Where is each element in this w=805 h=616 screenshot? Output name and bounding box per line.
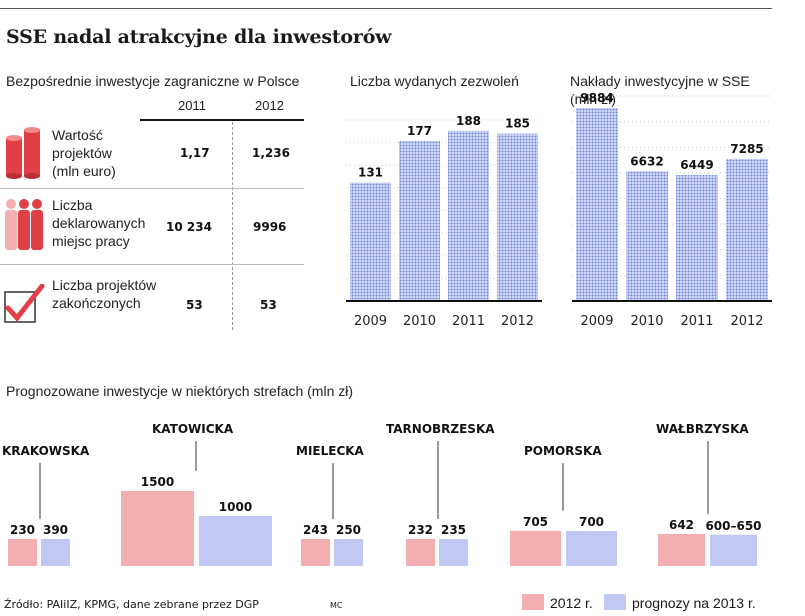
data-label: 131 — [358, 165, 383, 179]
data-label: 185 — [505, 117, 530, 131]
bar-2012-katowicka — [121, 491, 194, 566]
legend-label-2013: prognozy na 2013 r. — [632, 595, 756, 611]
category-label: KRAKOWSKA — [2, 444, 90, 458]
cell-completed-2011: 53 — [186, 298, 203, 312]
bar-2009 — [576, 108, 618, 301]
bar-2012-pomorska — [510, 530, 561, 566]
tick-label: 2011 — [680, 314, 713, 329]
bar-2011 — [676, 175, 718, 301]
table-col-divider — [232, 122, 233, 330]
bar-2012-mielecka — [301, 539, 330, 566]
category-label: KATOWICKA — [152, 422, 234, 436]
legend-label-2012: 2012 r. — [550, 595, 593, 611]
bar-2010 — [626, 171, 668, 301]
bar-2012 — [726, 158, 768, 301]
source-note: Źródło: PAIiIZ, KPMG, dane zebrane przez… — [4, 598, 259, 611]
table-row-divider — [0, 264, 304, 265]
data-label: 390 — [43, 523, 68, 537]
row-label-completed: Liczba projektów zakończonych — [52, 277, 157, 311]
bar-2013-pomorska — [566, 531, 617, 566]
data-label: 1000 — [219, 500, 252, 514]
data-label: 235 — [441, 523, 466, 537]
legend-swatch-2012 — [522, 594, 544, 610]
bar-2012-krakowska — [8, 539, 37, 566]
bar-2012 — [497, 133, 538, 301]
tick-label: 2010 — [403, 314, 436, 329]
tick-label: 2012 — [730, 314, 763, 329]
bar-2011 — [448, 130, 489, 301]
table-row-divider — [0, 188, 304, 189]
author-initials: MC — [330, 601, 343, 610]
bar-2009 — [350, 182, 391, 301]
tick-label: 2011 — [452, 314, 485, 329]
data-label: 188 — [456, 114, 481, 128]
data-label: 642 — [669, 518, 694, 532]
data-label: 9884 — [580, 91, 613, 105]
people-icon — [5, 199, 43, 250]
bar-2013-krakowska — [41, 539, 70, 566]
cell-completed-2012: 53 — [260, 298, 277, 312]
coins-stack-icon — [6, 127, 40, 179]
top-rule — [0, 8, 772, 9]
tick-label: 2009 — [580, 314, 613, 329]
data-label: 232 — [408, 523, 433, 537]
data-label: 700 — [579, 515, 604, 529]
page-title: SSE nadal atrakcyjne dla inwestorów — [6, 26, 392, 48]
legend-swatch-2013 — [604, 594, 626, 610]
cell-value-2012: 1,236 — [252, 146, 290, 160]
permits-chart-title: Liczba wydanych zezwoleń — [350, 73, 519, 89]
col-header-2012: 2012 — [255, 98, 284, 113]
bar-2012-tarnobrzeska — [406, 539, 435, 566]
cell-jobs-2012: 9996 — [253, 220, 287, 234]
data-label: 600–650 — [705, 519, 761, 533]
fdi-heading: Bezpośrednie inwestycje zagraniczne w Po… — [6, 73, 300, 89]
data-label: 243 — [303, 523, 328, 537]
data-label: 230 — [10, 523, 35, 537]
row-label-jobs: Liczba deklarowanych miejsc pracy — [52, 197, 146, 249]
checkmark-box-icon — [4, 284, 45, 323]
bar-2013-katowicka — [199, 516, 272, 566]
data-label: 6449 — [680, 158, 713, 172]
col-header-2011: 2011 — [178, 98, 206, 113]
category-label: WAŁBRZYSKA — [656, 422, 749, 436]
data-label: 7285 — [730, 142, 763, 156]
tick-label: 2010 — [630, 314, 663, 329]
data-label: 250 — [336, 523, 361, 537]
data-label: 705 — [523, 515, 548, 529]
category-label: MIELECKA — [296, 444, 365, 458]
bar-2012-wałbrzyska — [658, 533, 705, 566]
forecast-chart-title: Prognozowane inwestycje w niektórych str… — [6, 383, 354, 399]
tick-label: 2009 — [354, 314, 387, 329]
data-label: 1500 — [141, 475, 174, 489]
category-label: POMORSKA — [524, 444, 602, 458]
bar-2013-tarnobrzeska — [439, 539, 468, 566]
bar-2010 — [399, 140, 440, 301]
category-label: TARNOBRZESKA — [386, 422, 495, 436]
data-label: 6632 — [630, 155, 663, 169]
row-label-value: Wartość projektów (mln euro) — [52, 127, 116, 179]
cell-jobs-2011: 10 234 — [166, 220, 212, 234]
cell-value-2011: 1,17 — [180, 146, 210, 160]
bar-2013-mielecka — [334, 539, 363, 566]
tick-label: 2012 — [501, 314, 534, 329]
investment-chart-title: Nakłady inwestycyjne w SSE (mln zł) — [570, 73, 750, 107]
table-header-rule — [140, 119, 304, 121]
bar-2013-wałbrzyska — [710, 534, 757, 566]
data-label: 177 — [407, 124, 432, 138]
